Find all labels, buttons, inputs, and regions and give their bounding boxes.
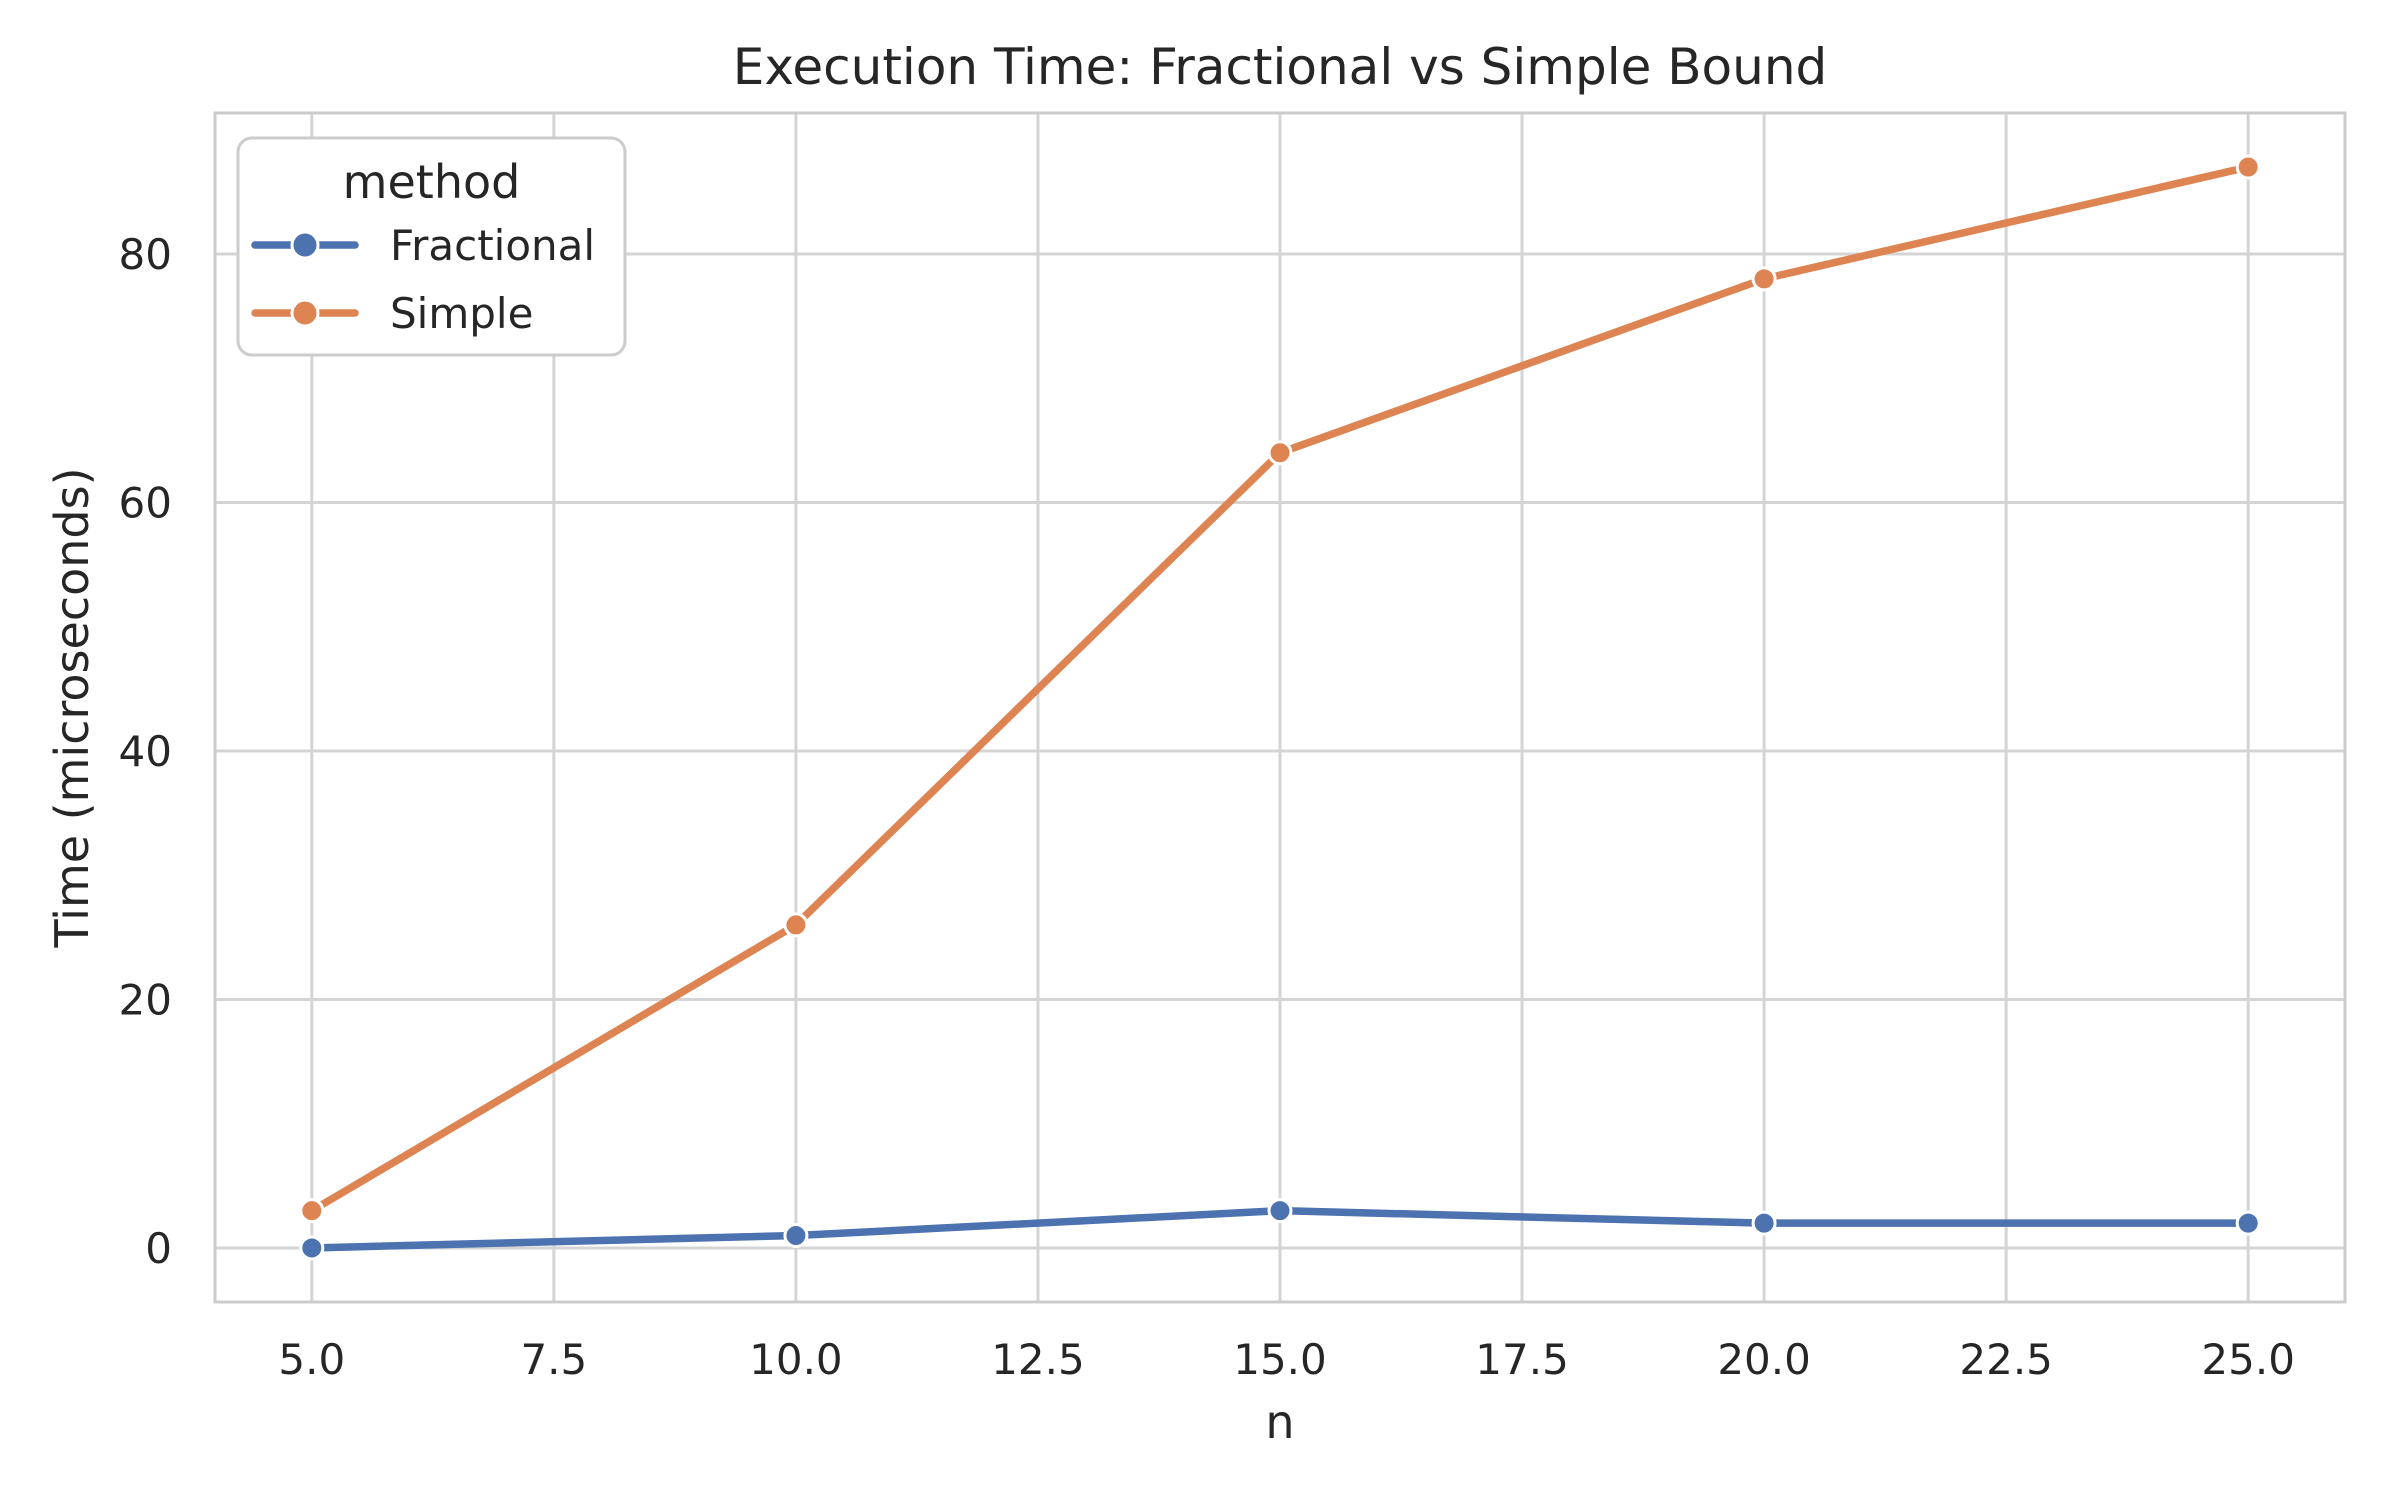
series-fractional: [299, 1198, 2261, 1261]
series-group: [299, 154, 2261, 1261]
legend-entry-label: Fractional: [390, 221, 595, 270]
legend-entries: Fractional Simple: [251, 221, 595, 338]
data-point-marker: [1751, 1210, 1777, 1236]
x-tick-label: 15.0: [1233, 1335, 1327, 1384]
legend-box: [236, 136, 627, 357]
legend-entry-fractional: Fractional: [251, 221, 595, 270]
series-simple: [299, 154, 2261, 1224]
chart-title: Execution Time: Fractional vs Simple Bou…: [733, 38, 1828, 96]
x-tick-label: 17.5: [1475, 1335, 1569, 1384]
y-axis-label: Time (microseconds): [45, 467, 99, 948]
x-tick-label: 20.0: [1717, 1335, 1811, 1384]
gridlines: [215, 113, 2345, 1302]
data-point-marker: [299, 1198, 325, 1224]
y-tick-label: 40: [119, 727, 172, 776]
data-point-marker: [299, 1235, 325, 1261]
legend-entry-simple: Simple: [251, 289, 533, 338]
x-tick-label: 7.5: [520, 1335, 587, 1384]
y-tick-labels: 0 20 40 60 80: [119, 230, 172, 1273]
data-point-marker: [1751, 266, 1777, 292]
y-tick-label: 0: [145, 1224, 172, 1273]
legend-title: method: [343, 155, 521, 209]
data-point-marker: [783, 912, 809, 938]
legend: method Fractional Simple: [236, 136, 627, 357]
x-tick-labels: 5.0 7.5 10.0 12.5 15.0 17.5 20.0 22.5 25.0: [278, 1335, 2295, 1384]
data-point-marker: [2235, 154, 2261, 180]
data-point-marker: [1267, 440, 1293, 466]
y-tick-label: 60: [119, 479, 172, 528]
data-point-marker: [2235, 1210, 2261, 1236]
x-tick-label: 22.5: [1959, 1335, 2053, 1384]
x-tick-label: 25.0: [2201, 1335, 2295, 1384]
y-tick-label: 80: [119, 230, 172, 279]
data-point-marker: [1267, 1198, 1293, 1224]
x-tick-label: 10.0: [749, 1335, 843, 1384]
x-tick-label: 5.0: [278, 1335, 345, 1384]
y-tick-label: 20: [119, 975, 172, 1024]
data-point-marker: [783, 1223, 809, 1249]
x-axis-label: n: [1265, 1395, 1294, 1449]
legend-marker-sample: [290, 298, 320, 328]
x-tick-label: 12.5: [991, 1335, 1085, 1384]
plot-border: [213, 111, 2347, 1304]
legend-marker-sample: [290, 230, 320, 260]
legend-entry-label: Simple: [390, 289, 533, 338]
